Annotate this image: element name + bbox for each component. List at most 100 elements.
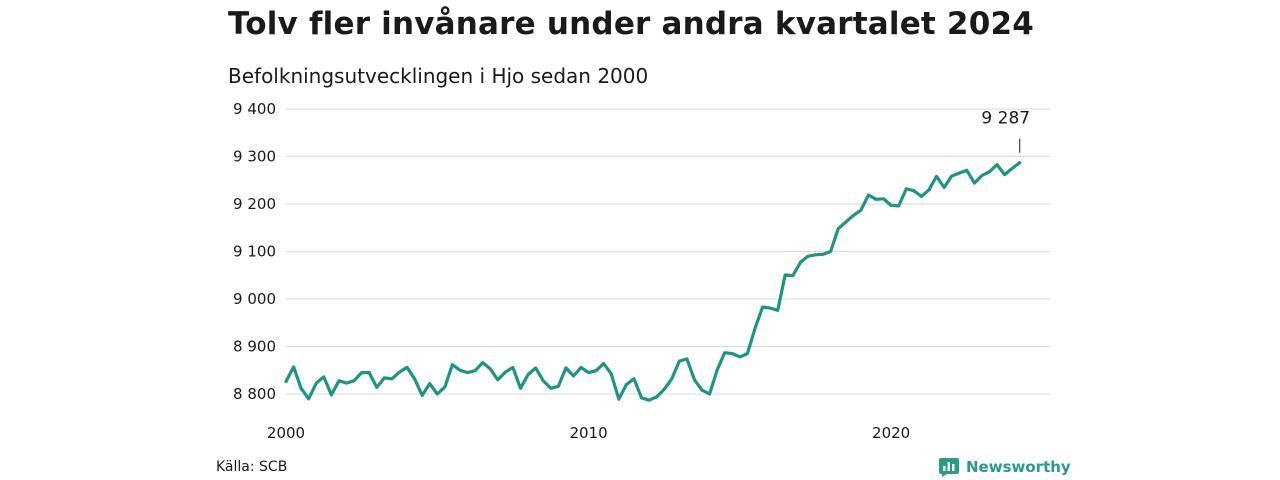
- data-point: [323, 376, 325, 378]
- data-point: [761, 306, 764, 308]
- data-point: [587, 371, 590, 374]
- data-point: [686, 358, 688, 360]
- data-point: [481, 361, 484, 364]
- data-point: [950, 175, 953, 177]
- x-tick-label: 2020: [872, 424, 910, 442]
- data-point: [769, 307, 771, 309]
- data-point: [731, 352, 734, 355]
- data-point: [307, 397, 310, 400]
- data-point: [625, 383, 628, 386]
- data-point: [875, 198, 877, 201]
- x-tick-label: 2000: [267, 424, 305, 442]
- data-point: [512, 366, 514, 369]
- data-point: [814, 254, 817, 256]
- y-tick-label: 9 000: [233, 290, 276, 308]
- x-tick-label: 2010: [569, 424, 607, 442]
- y-tick-label: 9 100: [233, 243, 276, 261]
- data-point: [935, 175, 938, 178]
- data-point: [1003, 173, 1006, 176]
- data-point: [648, 399, 650, 401]
- data-point: [905, 188, 908, 190]
- data-point: [844, 221, 847, 223]
- data-point: [655, 396, 658, 398]
- data-point: [807, 255, 809, 258]
- data-point: [716, 368, 718, 371]
- data-point: [466, 371, 469, 374]
- data-point: [413, 378, 416, 380]
- brand-label: Newsworthy: [966, 458, 1071, 476]
- data-point: [988, 170, 991, 173]
- data-point: [860, 209, 862, 211]
- brand: Newsworthy: [938, 456, 1071, 478]
- data-points: [285, 161, 1021, 401]
- data-point: [489, 368, 492, 370]
- data-point: [754, 327, 756, 330]
- series-line: [284, 161, 1022, 402]
- data-point: [398, 371, 401, 373]
- data-point: [852, 214, 855, 217]
- data-point: [890, 204, 892, 207]
- data-point: [708, 393, 711, 395]
- data-point: [670, 378, 673, 380]
- data-point: [837, 227, 839, 230]
- data-point: [534, 367, 537, 369]
- data-point: [1018, 161, 1021, 164]
- data-point: [633, 378, 635, 380]
- data-point: [981, 174, 983, 177]
- data-point: [723, 351, 726, 354]
- data-point: [549, 387, 552, 390]
- data-point: [822, 253, 824, 256]
- data-point: [943, 186, 945, 189]
- data-point: [739, 356, 741, 358]
- data-point: [451, 363, 454, 366]
- data-point: [867, 194, 870, 196]
- data-point: [958, 172, 961, 174]
- data-point: [474, 369, 476, 372]
- end-value-label: 9 287: [981, 109, 1030, 129]
- data-point: [459, 369, 461, 372]
- data-point: [784, 273, 787, 276]
- y-axis-ticks: 8 800 8 900 9 000 9 100 9 200 9 300 9 400: [233, 100, 276, 403]
- data-point: [882, 197, 885, 200]
- data-point: [618, 398, 620, 401]
- data-point: [504, 371, 507, 373]
- data-point: [300, 387, 302, 390]
- data-point: [406, 366, 408, 369]
- data-point: [391, 378, 393, 380]
- data-point: [368, 371, 371, 374]
- data-point: [776, 309, 779, 312]
- data-point: [996, 163, 998, 166]
- data-point: [792, 274, 794, 277]
- data-point: [557, 385, 560, 388]
- grid-lines: [286, 108, 1050, 395]
- data-point: [602, 362, 605, 365]
- y-tick-label: 9 300: [233, 148, 276, 166]
- data-point: [383, 377, 386, 379]
- x-axis-ticks: 2000 2010 2020: [267, 424, 910, 442]
- data-point: [746, 352, 749, 355]
- data-point: [678, 360, 681, 363]
- data-point: [330, 394, 333, 396]
- data-point: [292, 366, 295, 368]
- data-point: [640, 397, 643, 399]
- data-point: [542, 379, 544, 382]
- data-point: [315, 382, 318, 384]
- y-tick-label: 9 400: [233, 100, 276, 118]
- data-point: [338, 379, 340, 382]
- data-point: [1011, 167, 1013, 170]
- data-point: [663, 388, 666, 391]
- data-point: [829, 250, 832, 253]
- y-tick-label: 8 800: [233, 385, 276, 403]
- chart-subtitle: Befolkningsutvecklingen i Hjo sedan 2000: [228, 64, 649, 88]
- data-point: [928, 188, 930, 191]
- newsworthy-logo-icon: [939, 458, 959, 477]
- data-point: [701, 389, 703, 392]
- data-point: [565, 367, 567, 369]
- data-point: [693, 378, 696, 381]
- data-point: [421, 394, 423, 397]
- data-point: [436, 393, 439, 395]
- data-point: [913, 189, 915, 192]
- data-point: [527, 373, 529, 376]
- data-point: [428, 382, 431, 385]
